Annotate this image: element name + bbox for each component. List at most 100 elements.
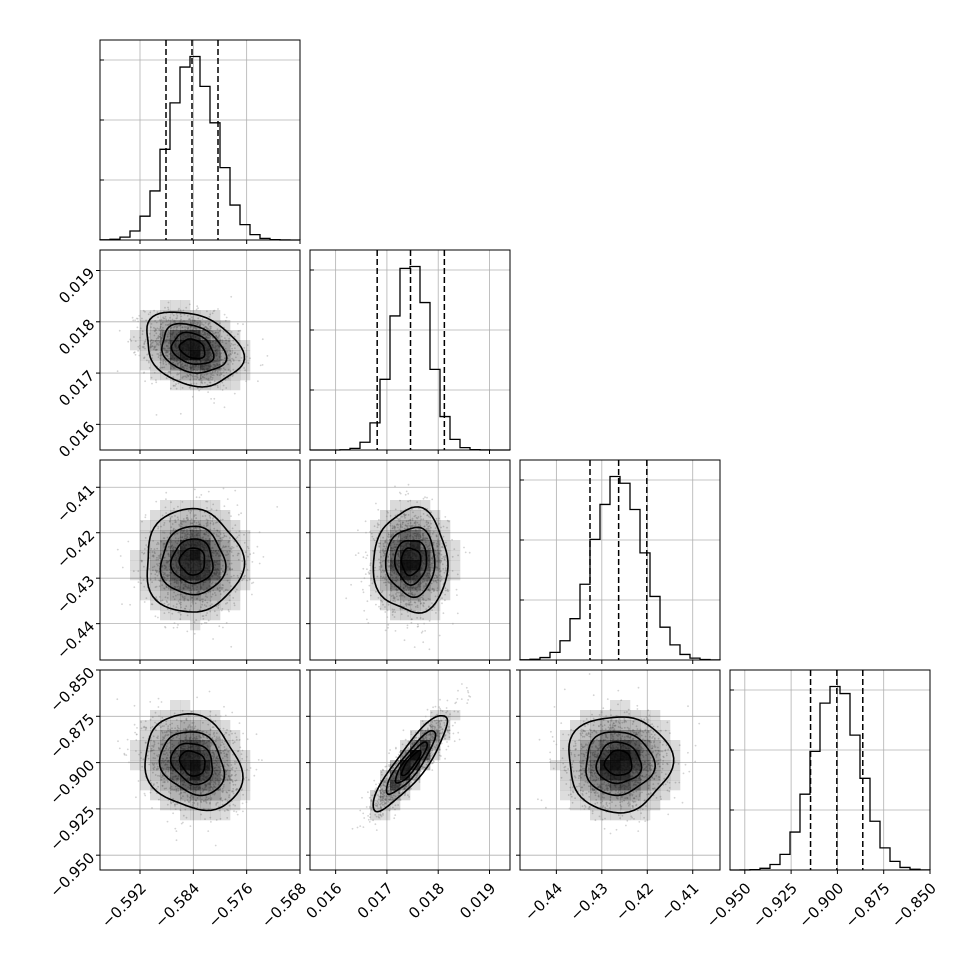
scatter-point <box>223 505 226 508</box>
scatter-point <box>153 371 156 374</box>
scatter-point <box>217 331 220 334</box>
scatter-point <box>144 514 147 516</box>
scatter-point <box>137 320 140 323</box>
scatter-point <box>155 342 158 344</box>
scatter-point <box>165 363 168 366</box>
scatter-point <box>225 342 228 345</box>
scatter-point <box>143 792 146 795</box>
scatter-point <box>176 326 179 328</box>
scatter-point <box>184 375 187 378</box>
scatter-point <box>196 321 199 324</box>
scatter-point <box>424 496 426 499</box>
hist2d-cell <box>140 330 151 341</box>
histogram-step-line <box>99 55 301 241</box>
scatter-point <box>207 490 210 493</box>
scatter-point <box>177 362 180 365</box>
scatter-point <box>157 337 160 340</box>
hist2d-cell <box>450 560 461 571</box>
scatter-point <box>172 326 175 329</box>
scatter-point <box>197 317 200 320</box>
scatter-point <box>193 319 196 322</box>
scatter-point <box>200 494 203 496</box>
scatter-point <box>149 701 152 703</box>
hist2d-cell <box>190 510 201 521</box>
scatter-point <box>258 562 261 565</box>
scatter-point <box>403 639 406 642</box>
hist2d-cell <box>160 500 171 511</box>
scatter-point <box>407 492 410 495</box>
scatter-point <box>230 343 233 345</box>
scatter-point <box>169 372 172 375</box>
scatter-point <box>179 320 181 323</box>
scatter-point <box>225 316 228 319</box>
scatter-point <box>204 621 206 624</box>
scatter-point <box>243 367 246 369</box>
scatter-point <box>118 747 121 750</box>
axes-frame <box>99 39 301 241</box>
scatter-point <box>143 372 145 374</box>
scatter-point <box>165 349 168 352</box>
scatter-point <box>220 358 223 361</box>
scatter-point <box>164 340 167 342</box>
scatter-point <box>206 310 208 313</box>
scatter-point <box>413 646 416 648</box>
scatter-point <box>357 529 359 532</box>
scatter-point <box>252 552 255 554</box>
scatter-point <box>169 370 172 373</box>
scatter-point <box>438 634 441 637</box>
scatter-point <box>233 392 236 395</box>
scatter-point <box>138 314 141 317</box>
hist2d-cell <box>210 590 221 601</box>
hist2d-cell <box>410 500 421 511</box>
scatter-point <box>195 496 198 499</box>
scatter-point <box>276 506 279 508</box>
scatter-point <box>143 356 146 359</box>
scatter-point <box>159 351 162 354</box>
scatter-point <box>219 372 222 374</box>
scatter-point <box>137 581 140 583</box>
hist2d-cell <box>190 620 201 631</box>
hist2d-cell <box>130 560 141 571</box>
scatter-point <box>205 373 208 376</box>
scatter-point <box>151 382 153 385</box>
scatter-point <box>159 335 161 338</box>
hist2d-cell <box>140 520 151 531</box>
scatter-point <box>246 344 249 346</box>
scatter-point <box>387 623 390 626</box>
scatter-point <box>364 520 367 523</box>
hist2d-cell <box>430 610 441 621</box>
scatter-point <box>161 332 164 335</box>
scatter-point <box>154 615 157 618</box>
scatter-panel-2-0: −0.44−0.43−0.42−0.41 <box>53 459 301 664</box>
scatter-point <box>165 354 167 357</box>
scatter-point <box>157 616 159 619</box>
scatter-point <box>200 377 203 380</box>
scatter-point <box>222 330 225 333</box>
scatter-point <box>176 626 179 629</box>
scatter-point <box>399 492 402 495</box>
scatter-point <box>168 370 171 373</box>
scatter-point <box>213 397 216 400</box>
scatter-point <box>141 330 144 333</box>
scatter-point <box>164 349 166 352</box>
scatter-point <box>160 354 162 356</box>
scatter-point <box>135 317 138 320</box>
scatter-point <box>220 358 222 361</box>
scatter-point <box>166 339 169 341</box>
hist2d-cell <box>420 590 431 601</box>
scatter-point <box>207 322 210 325</box>
hist2d-cell <box>230 350 241 361</box>
scatter-point <box>170 326 173 329</box>
hist2d-cell <box>380 580 391 591</box>
scatter-point <box>237 513 240 516</box>
scatter-point <box>231 352 234 354</box>
scatter-point <box>155 329 157 332</box>
hist2d-cell <box>150 570 161 581</box>
scatter-point <box>172 626 175 629</box>
scatter-point <box>188 303 191 306</box>
scatter-point <box>142 346 145 349</box>
scatter-point <box>203 374 206 376</box>
y-tick-label: 0.016 <box>55 418 98 461</box>
scatter-point <box>366 554 369 557</box>
scatter-point <box>207 323 210 326</box>
